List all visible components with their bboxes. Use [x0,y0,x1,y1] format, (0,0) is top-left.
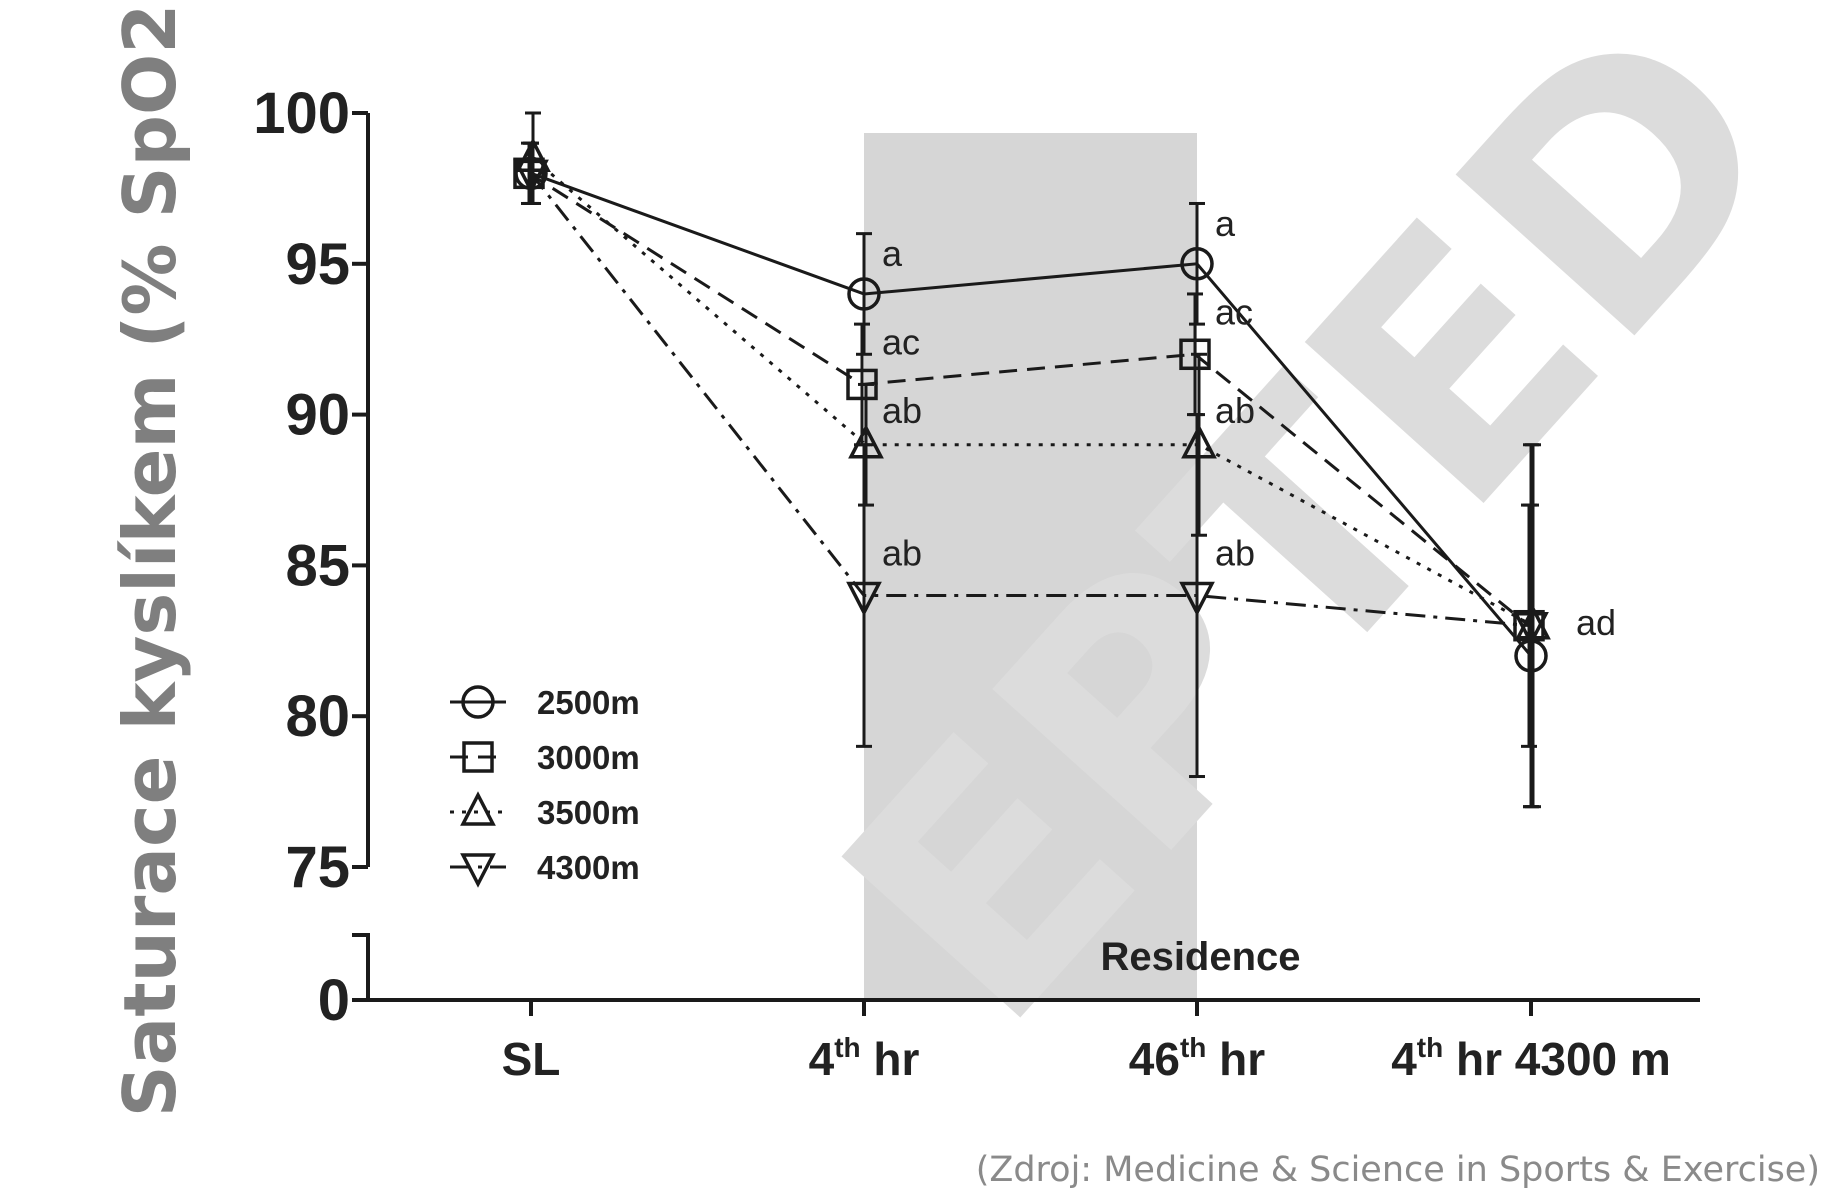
x-tick-label: SL [502,1033,561,1085]
marker-triangle-down [846,581,882,617]
annotation-label: ab [882,390,922,431]
source-caption: (Zdroj: Medicine & Science in Sports & E… [975,1150,1820,1190]
legend-label: 4300m [537,849,640,886]
tick-labels: 100 95 90 85 80 75 0 SL 4th hr 46th hr 4th hr 4300… [253,81,1671,1085]
marker-triangle-up [515,137,551,172]
series-group [513,111,1551,809]
axes [352,111,1700,1016]
annotation-label: ab [1215,533,1255,574]
annotation-label: a [1215,203,1236,244]
marker-circle [461,685,495,719]
x-tick-label: 4th hr [809,1032,920,1085]
marker-square [1179,338,1211,371]
series-4300m [513,141,1549,809]
y-tick-label: 75 [285,835,350,900]
annotations: a ac ab ab a ac ab ab ad [882,203,1616,643]
y-tick-label: 0 [318,968,350,1033]
marker-circle [1180,247,1214,281]
legend-label: 3500m [537,794,640,831]
legend: 2500m 3000m 3500m 4300m [450,684,640,888]
annotation-label: ab [1215,390,1255,431]
y-axis-label: Saturace kyslíkem (% SpO2) [108,0,192,1117]
marker-triangle-down [1513,611,1549,647]
x-tick-label: 4th hr 4300 m [1391,1032,1671,1085]
y-tick-label: 95 [285,232,350,297]
series-line [532,157,1534,628]
series-line [528,172,1530,627]
marker-triangle-down [1179,581,1215,617]
y-tick-label: 100 [253,81,350,146]
marker-triangle-up [1181,423,1217,459]
x-tick-label: 46th hr [1129,1032,1265,1085]
marker-circle [847,277,881,311]
y-tick-label: 80 [285,684,350,749]
marker-square [846,368,878,401]
marker-triangle-down [460,853,496,888]
annotation-label: ab [882,533,922,574]
legend-label: 3000m [537,739,640,776]
annotation-label: ac [882,321,920,362]
residence-label: Residence [1100,935,1300,979]
y-tick-label: 90 [285,383,350,448]
marker-square [462,741,494,773]
legend-label: 2500m [537,684,640,721]
annotation-label: ac [1215,291,1253,332]
marker-triangle-up [848,423,884,459]
annotation-label: a [882,233,903,274]
y-tick-label: 85 [285,533,350,598]
marker-triangle-up [460,791,496,826]
marker-triangle-down [513,159,549,195]
series-line [529,172,1532,628]
series-line [530,171,1533,657]
annotation-label: ad [1576,602,1616,643]
